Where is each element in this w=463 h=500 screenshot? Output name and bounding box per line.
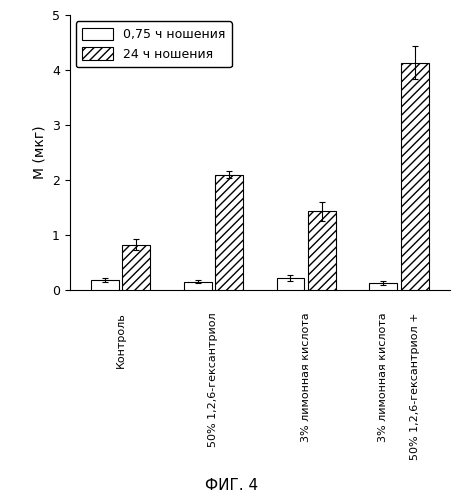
- Y-axis label: М (мкг): М (мкг): [32, 126, 46, 180]
- Text: 50% 1,2,6-гексантриол +: 50% 1,2,6-гексантриол +: [409, 312, 419, 460]
- Text: Контроль: Контроль: [115, 312, 125, 368]
- Legend: 0,75 ч ношения, 24 ч ношения: 0,75 ч ношения, 24 ч ношения: [75, 21, 232, 67]
- Text: 3% лимонная кислота: 3% лимонная кислота: [377, 312, 388, 442]
- Bar: [307, 212, 335, 290]
- Bar: [400, 63, 428, 290]
- Bar: [183, 282, 211, 290]
- Bar: [369, 283, 396, 290]
- Bar: [91, 280, 119, 290]
- Bar: [122, 245, 150, 290]
- Text: ФИГ. 4: ФИГ. 4: [205, 478, 258, 493]
- Bar: [276, 278, 304, 290]
- Text: 3% лимонная кислота: 3% лимонная кислота: [300, 312, 311, 442]
- Bar: [215, 174, 243, 290]
- Text: 50% 1,2,6-гексантриол: 50% 1,2,6-гексантриол: [208, 312, 218, 446]
